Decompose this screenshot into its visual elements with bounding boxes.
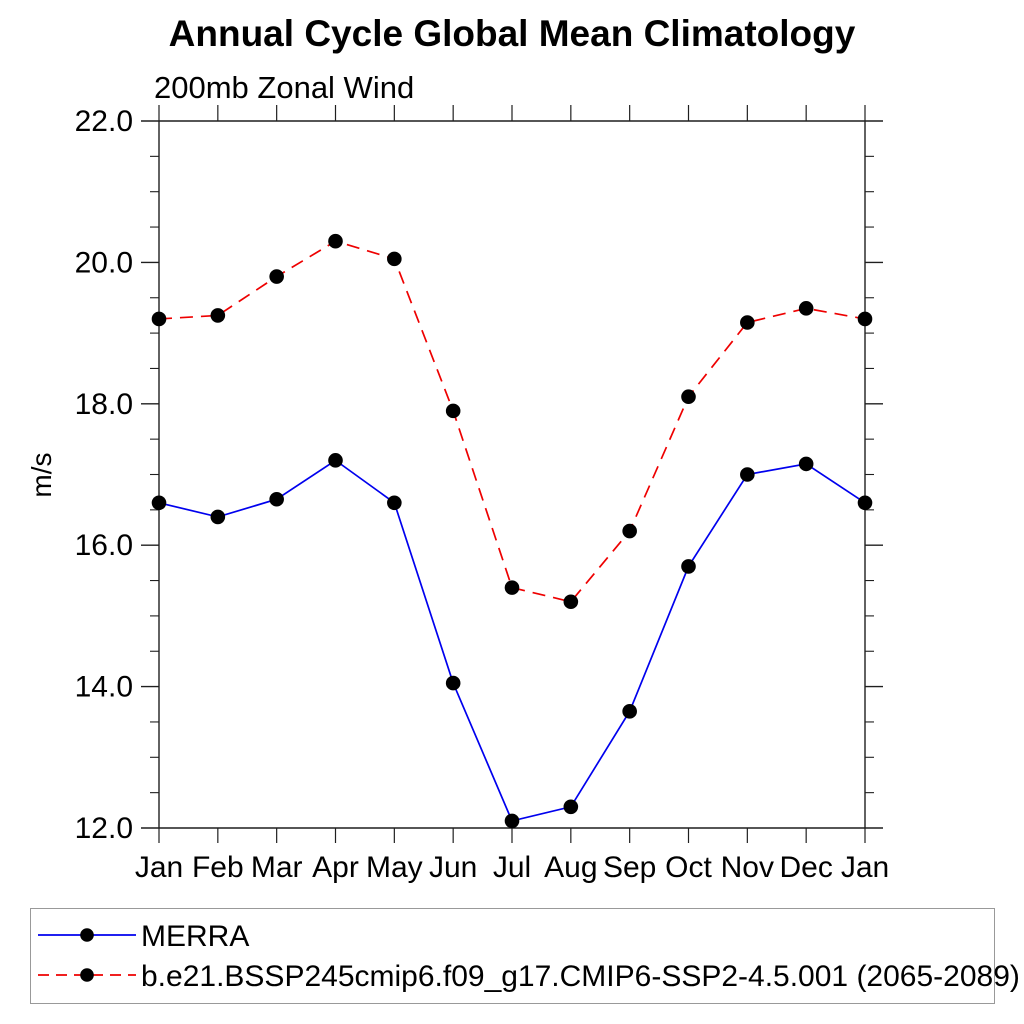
chart-subtitle: 200mb Zonal Wind	[154, 70, 415, 105]
legend-box: MERRA b.e21.BSSP245cmip6.f09_g17.CMIP6-S…	[30, 908, 1020, 1004]
data-point-marker	[504, 813, 520, 829]
x-tick-label: Aug	[544, 851, 597, 884]
chart-title: Annual Cycle Global Mean Climatology	[168, 13, 856, 54]
legend-item-merra: MERRA	[31, 920, 994, 953]
data-point-marker	[857, 311, 873, 327]
x-tick-label: Sep	[603, 851, 656, 884]
x-tick-label: Mar	[251, 851, 303, 884]
data-point-marker	[445, 403, 461, 419]
data-point-marker	[210, 509, 226, 525]
data-point-marker	[622, 704, 637, 719]
x-tick-label: Apr	[312, 851, 359, 884]
legend-marker	[80, 928, 94, 942]
x-tick-label: Jan	[135, 851, 183, 884]
data-point-marker	[210, 308, 226, 323]
data-point-marker	[740, 467, 755, 482]
data-point-marker	[622, 523, 637, 539]
legend-label-model: b.e21.BSSP245cmip6.f09_g17.CMIP6-SSP2-4.…	[141, 960, 1020, 993]
data-point-marker	[387, 251, 402, 267]
data-point-marker	[798, 301, 814, 316]
x-tick-label: Oct	[665, 851, 712, 884]
data-point-marker	[563, 799, 579, 815]
data-point-marker	[857, 495, 873, 511]
x-tick-label: Feb	[192, 851, 244, 884]
data-point-marker	[740, 315, 755, 330]
x-tick-label: Jan	[841, 851, 889, 884]
x-tick-label: May	[366, 851, 423, 884]
y-tick-label: 22.0	[75, 105, 133, 138]
data-point-marker	[151, 311, 167, 327]
y-tick-label: 12.0	[75, 812, 133, 845]
series-line-model	[158, 240, 866, 603]
legend-swatch-model	[38, 968, 136, 982]
legend-swatch-merra	[38, 928, 136, 942]
data-point-marker	[681, 559, 696, 574]
data-point-marker	[387, 495, 402, 511]
data-point-marker	[798, 456, 814, 472]
y-tick-label: 18.0	[75, 388, 133, 421]
y-tick-label: 16.0	[75, 529, 133, 562]
x-tick-label: Dec	[779, 851, 832, 884]
data-point-marker	[151, 495, 167, 511]
y-tick-label: 20.0	[75, 246, 133, 279]
legend-marker	[80, 968, 94, 982]
x-tick-label: Jun	[429, 851, 477, 884]
data-point-marker	[504, 580, 520, 595]
x-tick-label: Jul	[493, 851, 531, 884]
data-point-marker	[681, 389, 696, 405]
data-point-marker	[328, 453, 343, 468]
legend-item-model: b.e21.BSSP245cmip6.f09_g17.CMIP6-SSP2-4.…	[31, 960, 1020, 993]
series-line-merra	[158, 459, 866, 822]
x-tick-label: Nov	[721, 851, 774, 884]
y-tick-label: 14.0	[75, 671, 133, 704]
data-point-marker	[563, 594, 579, 610]
data-point-marker	[269, 269, 284, 284]
legend-label-merra: MERRA	[141, 920, 250, 953]
data-point-marker	[328, 233, 343, 249]
data-point-marker	[445, 675, 461, 691]
data-point-marker	[269, 491, 284, 507]
